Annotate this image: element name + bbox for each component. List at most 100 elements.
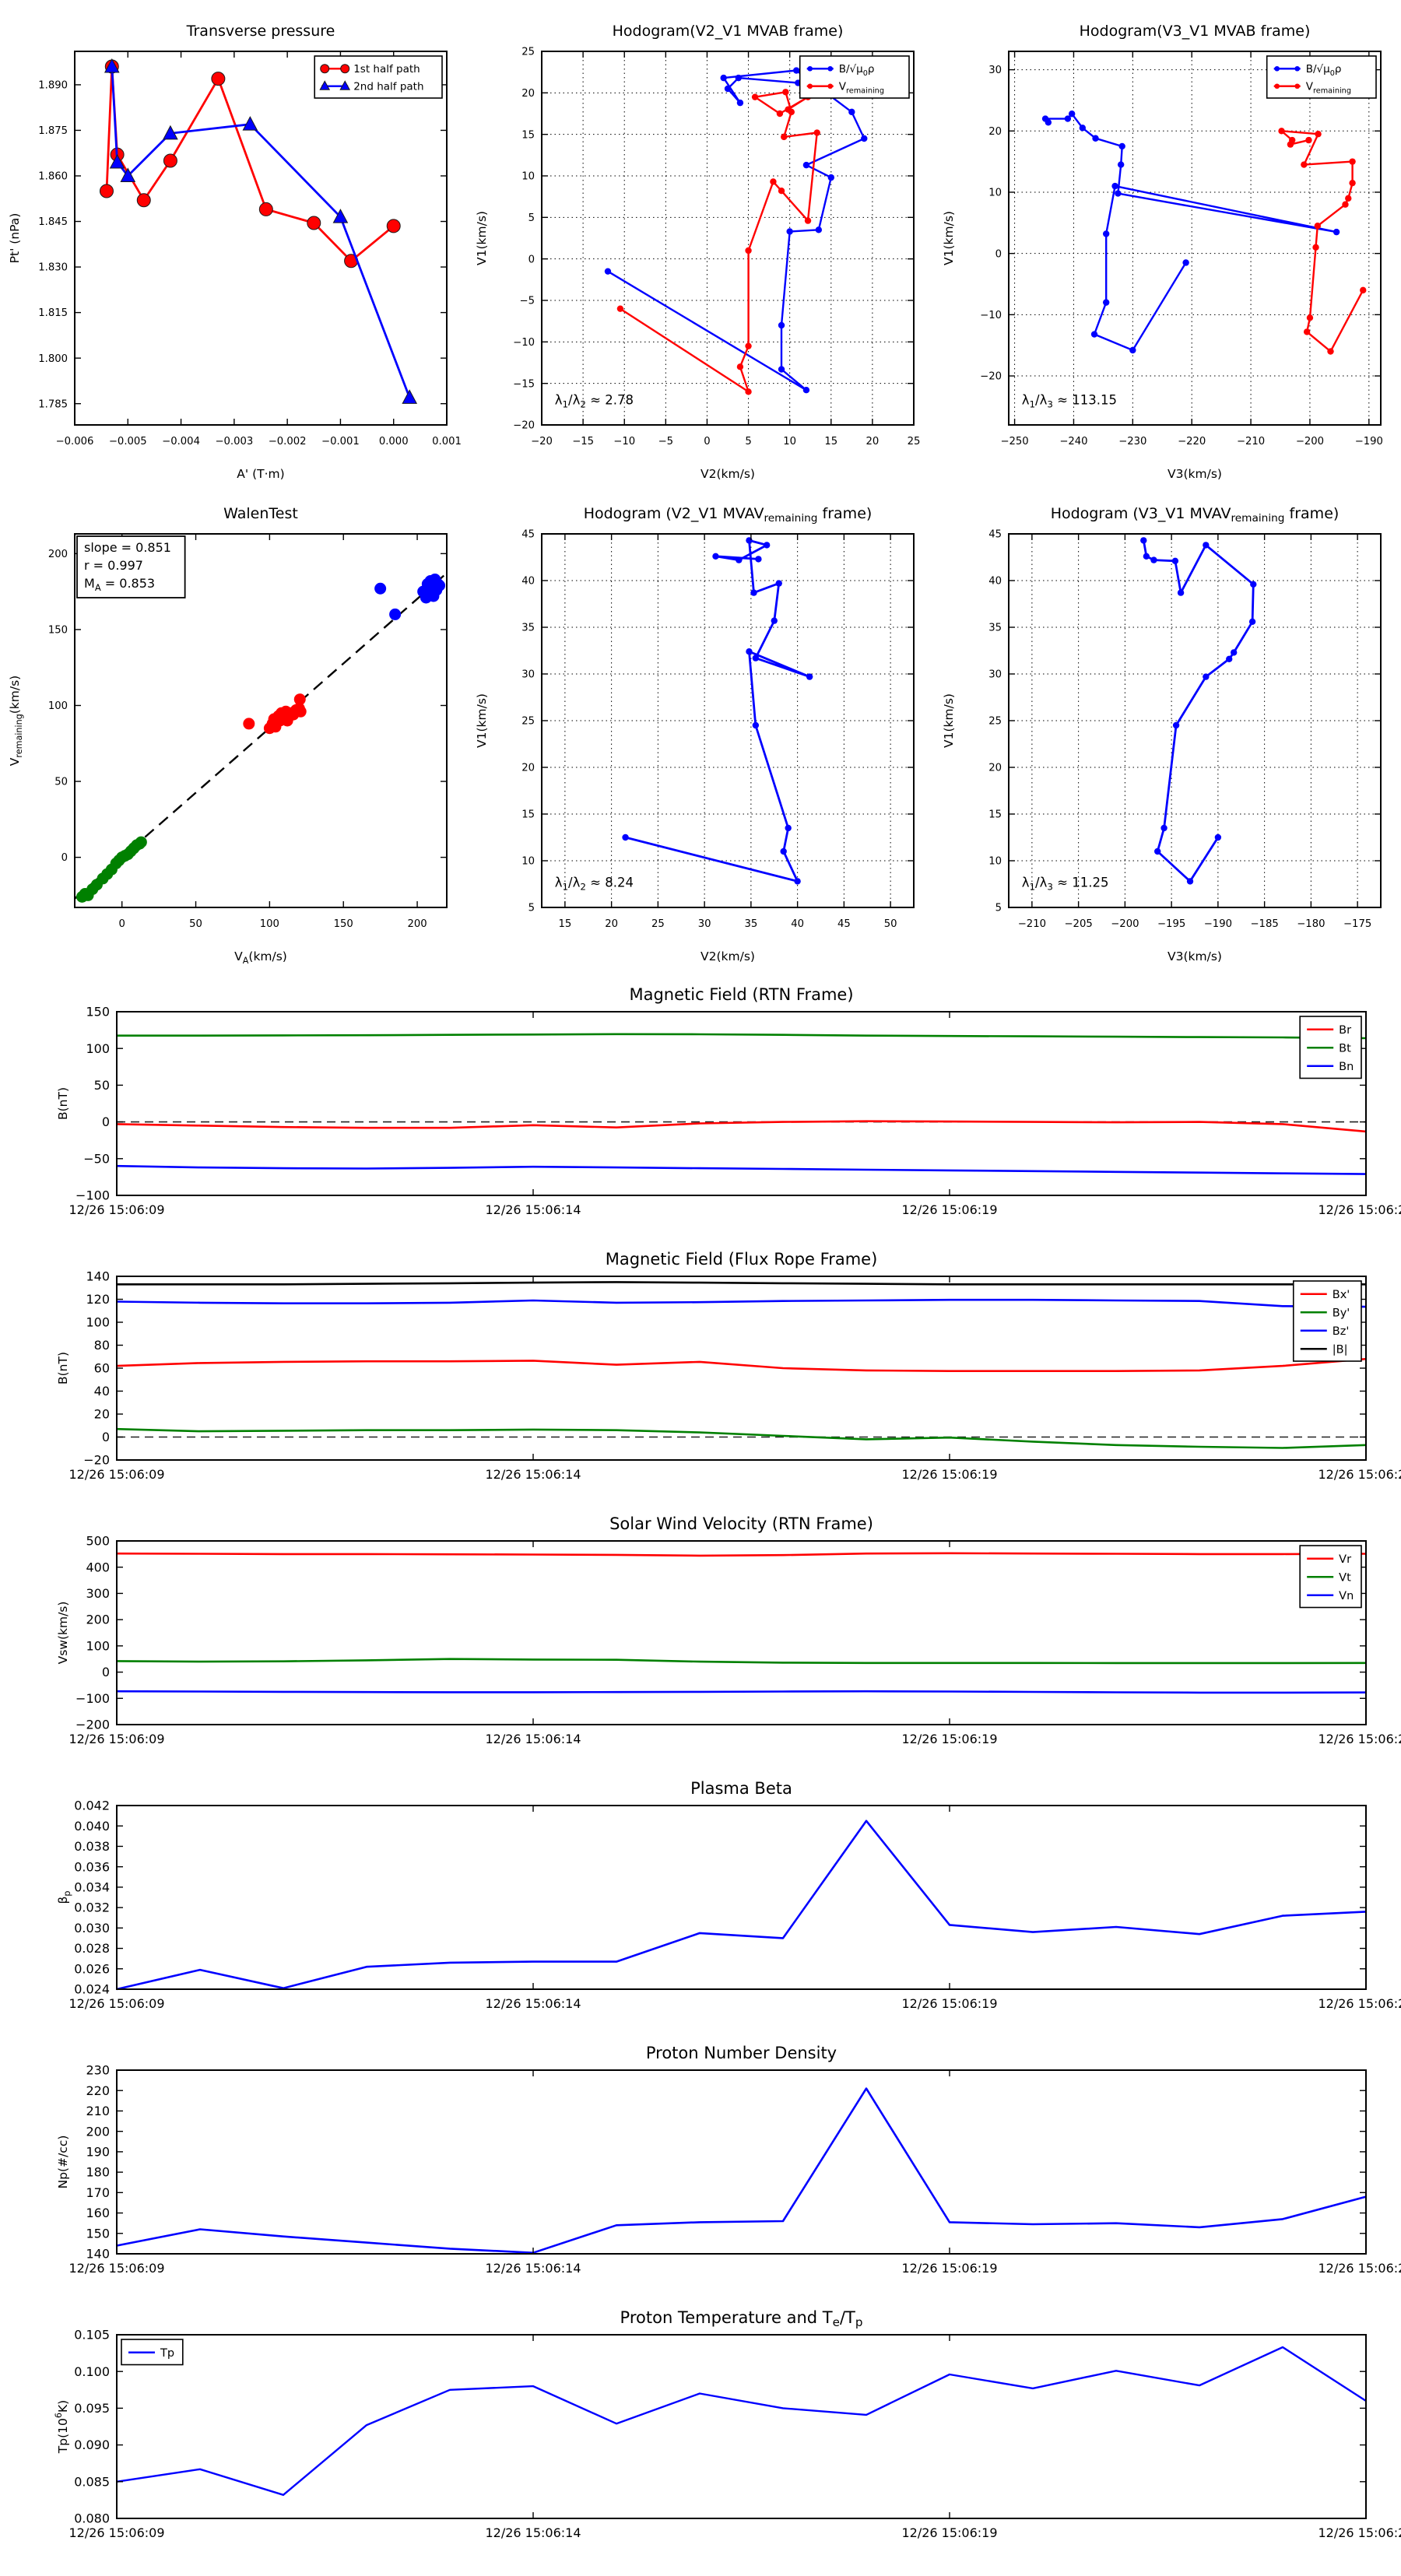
y-axis-label: V1(km/s) <box>942 693 956 748</box>
y-tick-label: 15 <box>521 129 535 141</box>
x-tick-label: 25 <box>908 436 921 447</box>
data-point <box>770 178 777 185</box>
data-point <box>745 388 752 395</box>
y-axis-label: Pt' (nPa) <box>8 213 22 264</box>
x-tick-label: −185 <box>1251 918 1279 930</box>
x-tick-label: 50 <box>884 918 897 930</box>
data-point <box>1154 848 1161 855</box>
legend-marker <box>320 64 330 74</box>
x-tick-label: 12/26 15:06:14 <box>485 1467 581 1482</box>
series-line-Bz' <box>116 1298 1367 1308</box>
data-point <box>1045 119 1052 126</box>
y-tick-label: 150 <box>48 625 68 637</box>
y-tick-label: −100 <box>75 1691 110 1706</box>
x-tick-label: 12/26 15:06:24 <box>1318 1732 1401 1746</box>
panel-proton-temperature: 12/26 15:06:09 12/26 15:06:14 12/26 15:06:… <box>0 2301 1401 2565</box>
legend: Tp <box>121 2339 184 2366</box>
panel-plasma-beta: 12/26 15:06:09 12/26 15:06:14 12/26 15:06:… <box>0 1771 1401 2036</box>
x-tick-label: 12/26 15:06:09 <box>68 1202 164 1217</box>
data-point <box>1150 556 1157 563</box>
x-axis-label: V2(km/s) <box>700 467 755 481</box>
data-point <box>99 184 114 198</box>
y-tick-label: 20 <box>988 126 1002 138</box>
y-tick-label: 50 <box>54 777 68 788</box>
y-tick-label: 40 <box>988 576 1002 588</box>
y-axis-label: Vsw(km/s) <box>56 1602 70 1665</box>
y-tick-label: 25 <box>521 47 535 58</box>
legend-marker <box>1274 65 1280 72</box>
legend-marker <box>1294 65 1300 72</box>
y-tick-label: 0.032 <box>74 1900 110 1915</box>
chart-title: Magnetic Field (Flux Rope Frame) <box>606 1250 878 1269</box>
x-tick-label: 12/26 15:06:14 <box>485 2525 581 2540</box>
axes-frame <box>74 533 448 908</box>
transverse-pressure-chart: −0.006 −0.005 −0.004 −0.003 −0.002 −0.001 0.00… <box>8 23 462 481</box>
y-tick-label: 20 <box>94 1407 110 1422</box>
legend-marker <box>1274 83 1280 89</box>
y-tick-label: −10 <box>513 337 535 349</box>
x-axis-label: A' (T·m) <box>237 467 284 481</box>
data-point <box>332 209 349 223</box>
y-tick-label: 0.038 <box>74 1839 110 1854</box>
chart-title: Plasma Beta <box>690 1779 792 1798</box>
y-tick-label: 1.845 <box>38 216 68 228</box>
legend-label: |B| <box>1333 1343 1348 1356</box>
y-tick-label: 100 <box>86 1041 110 1056</box>
axes-frame <box>116 2334 1367 2519</box>
info-box-line: r = 0.997 <box>84 558 143 573</box>
legend: Vr Vt Vn <box>1299 1545 1362 1609</box>
y-tick-label: 190 <box>86 2144 110 2159</box>
scatter-point-first-half <box>135 836 147 848</box>
y-tick-label: 210 <box>86 2104 110 2118</box>
y-tick-label: 30 <box>521 669 535 681</box>
legend-label: Bn <box>1339 1061 1354 1073</box>
data-point <box>720 74 727 82</box>
y-tick-label: 25 <box>521 716 535 728</box>
panel-magnetic-field-flux-rope: 12/26 15:06:09 12/26 15:06:14 12/26 15:06:… <box>0 1242 1401 1507</box>
data-point <box>1303 328 1311 335</box>
y-tick-label: −10 <box>980 310 1002 321</box>
data-point <box>1064 115 1072 122</box>
data-point <box>258 202 273 216</box>
y-tick-label: 120 <box>86 1292 110 1307</box>
data-point <box>109 153 125 169</box>
x-tick-label: −240 <box>1059 436 1087 447</box>
panel-hodogram-v2v1-mvav: 15 20 25 30 35 40 45 50 5 10 15 20 25 30 35 40 45 Hodogra… <box>467 490 934 973</box>
y-tick-label: 0.036 <box>74 1859 110 1874</box>
scatter-point-second-half <box>434 579 446 591</box>
y-tick-label: 80 <box>94 1338 110 1353</box>
x-tick-label: 30 <box>698 918 711 930</box>
x-tick-label: −190 <box>1204 918 1232 930</box>
chart-title: Hodogram(V3_V1 MVAB frame) <box>1080 23 1311 40</box>
data-point <box>755 556 762 563</box>
y-tick-label: 30 <box>988 65 1002 76</box>
solar-wind-velocity-chart: 12/26 15:06:09 12/26 15:06:14 12/26 15:06:… <box>56 1514 1401 1746</box>
x-tick-label: 12/26 15:06:14 <box>485 2261 581 2276</box>
y-tick-label: 0.034 <box>74 1879 110 1894</box>
legend-marker <box>319 80 331 90</box>
x-tick-label: 12/26 15:06:09 <box>68 2261 164 2276</box>
legend-label: Vn <box>1339 1590 1354 1602</box>
y-tick-label: 30 <box>988 669 1002 681</box>
x-tick-label: −0.001 <box>321 436 360 447</box>
x-tick-label: 150 <box>334 918 353 930</box>
hodogram-v2v1-mvab-chart: −20 −15 −10 −5 0 5 10 15 20 25 −20 −15 −10 −5 0 5 10 15 20… <box>475 23 921 481</box>
data-point <box>1092 135 1099 142</box>
legend-label: Bz' <box>1333 1325 1350 1338</box>
data-point <box>1203 542 1210 549</box>
y-tick-label: −20 <box>980 371 1002 383</box>
x-tick-label: −205 <box>1065 918 1093 930</box>
chart-title: Proton Number Density <box>646 2044 837 2062</box>
data-point <box>1079 125 1087 132</box>
x-tick-label: −220 <box>1178 436 1206 447</box>
y-tick-label: 500 <box>86 1534 110 1549</box>
x-tick-label: 12/26 15:06:09 <box>68 1732 164 1746</box>
data-point <box>211 72 226 86</box>
y-tick-label: 40 <box>94 1384 110 1399</box>
chart-title: WalenTest <box>223 505 298 522</box>
series-line-By' <box>116 1427 1367 1449</box>
data-point <box>1349 179 1356 187</box>
data-point <box>802 161 810 169</box>
series-line-Np <box>116 2087 1367 2255</box>
legend-marker <box>340 64 350 74</box>
